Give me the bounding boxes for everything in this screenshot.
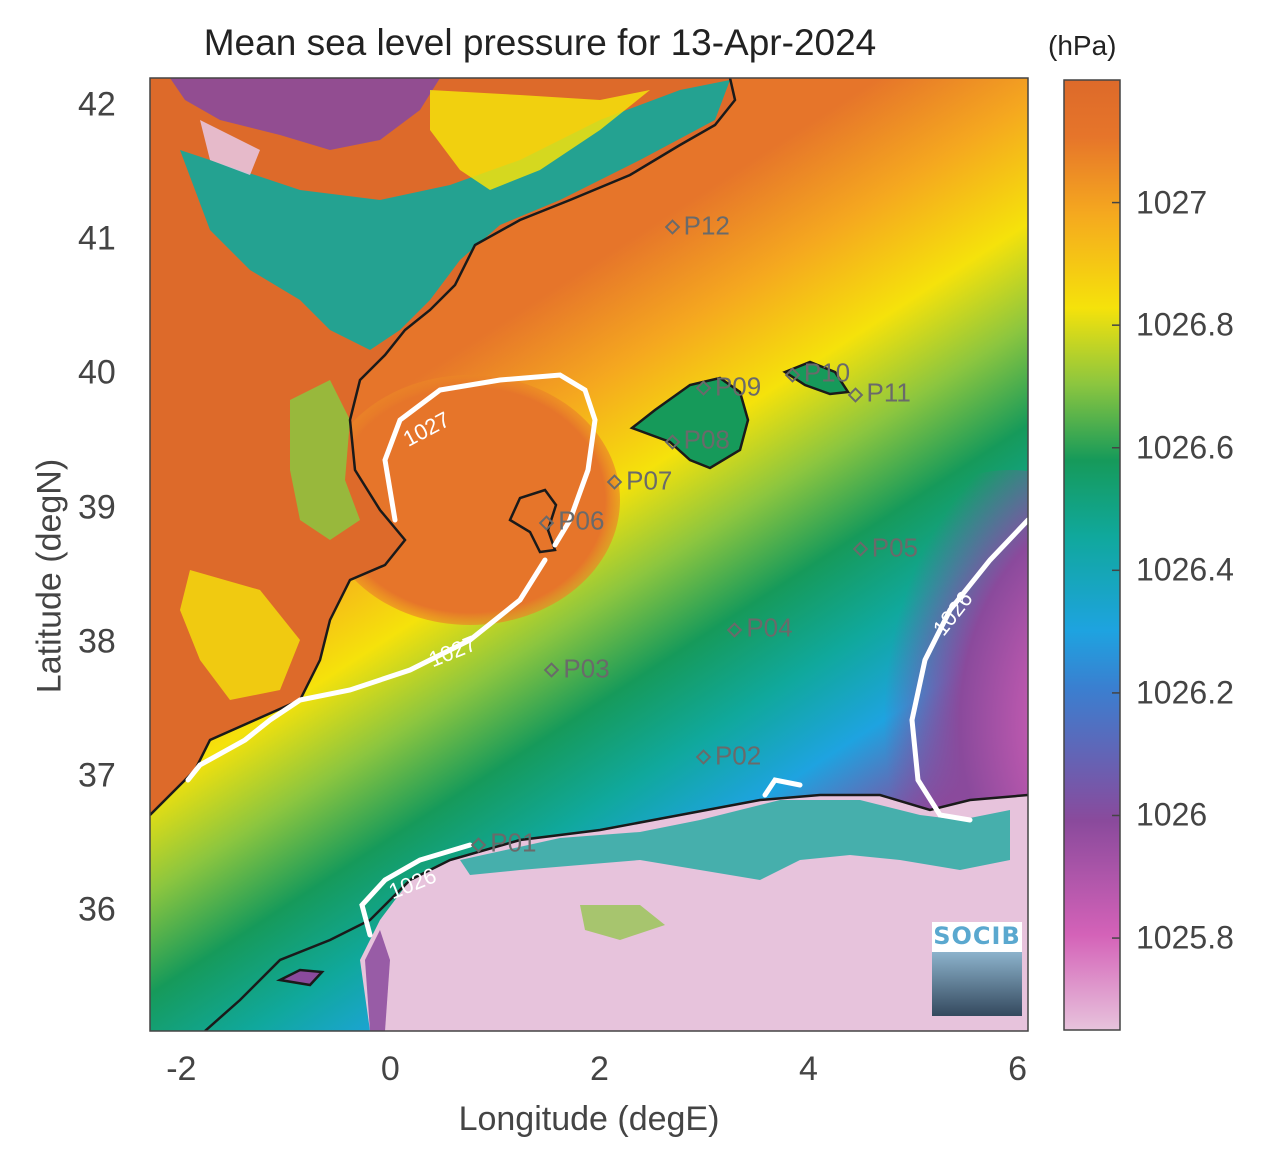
station-p04[interactable]: P04 [727, 612, 793, 644]
colorbar-tick-label: 1026.6 [1136, 429, 1234, 466]
station-label: P11 [866, 377, 911, 408]
coastlines [150, 78, 1028, 1031]
colorbar-tick-label: 1027 [1136, 184, 1208, 221]
colorbar-tick-label: 1026.2 [1136, 674, 1234, 711]
menorca-island [785, 362, 848, 394]
catalan-highlands-yellow [430, 90, 650, 190]
colorbar-tick-label: 1026 [1136, 796, 1208, 833]
isobar-1026-mid [762, 777, 803, 798]
diamond-marker-icon [606, 474, 623, 491]
station-label: P10 [803, 357, 851, 388]
station-label: P05 [871, 532, 919, 563]
station-label: P06 [558, 505, 605, 536]
colorbar-tick-label: 1026.4 [1136, 551, 1234, 588]
station-p08[interactable]: P08 [664, 424, 730, 456]
colorbar-unit: (hPa) [1048, 30, 1117, 61]
diamond-marker-icon [695, 380, 712, 397]
africa-west-purple [365, 930, 390, 1031]
station-label: P01 [490, 827, 537, 858]
isobar-1026-east [909, 517, 1028, 823]
africa-coastal-mountains [460, 800, 1010, 880]
socib-logo-text: SOCIB [933, 922, 1021, 950]
y-tick-label: 42 [78, 85, 116, 124]
diamond-marker-icon [695, 749, 712, 766]
socib-logo: SOCIB [932, 922, 1022, 1016]
station-p03[interactable]: P03 [544, 653, 610, 684]
diamond-marker-icon [470, 836, 487, 853]
x-tick-label: 2 [589, 1050, 609, 1088]
station-p12[interactable]: P12 [664, 210, 730, 241]
coastal-range-green [290, 380, 360, 540]
station-label: P03 [563, 653, 610, 684]
y-tick-label: 36 [78, 890, 116, 929]
y-tick-label: 40 [78, 353, 116, 392]
station-p05[interactable]: P05 [852, 532, 919, 563]
africa-inland-mountains [580, 905, 665, 940]
station-label: P09 [714, 371, 762, 402]
station-p01[interactable]: P01 [470, 827, 537, 859]
socib-logo-bg [932, 922, 1022, 952]
diamond-marker-icon [852, 541, 869, 558]
station-label: P07 [626, 465, 673, 496]
x-axis-label: Longitude (degE) [458, 1100, 720, 1138]
map-frame [149, 77, 1029, 1032]
station-p02[interactable]: P02 [695, 740, 762, 771]
isobar-1027-north [382, 372, 598, 548]
diamond-marker-icon [544, 662, 560, 678]
pyrenees-highlands [170, 78, 440, 150]
mallorca-island [632, 378, 748, 468]
y-tick-label: 39 [78, 488, 116, 527]
colorbar-tick-label: 1025.8 [1136, 919, 1234, 956]
diamond-marker-icon [784, 367, 801, 383]
isobars [185, 372, 1028, 938]
station-label: P12 [683, 210, 730, 241]
pyrenees-snow [200, 120, 260, 175]
diamond-marker-icon [847, 387, 863, 403]
socib-logo-wave [932, 950, 1022, 1016]
y-tick-label: 41 [78, 219, 116, 258]
diamond-marker-icon [664, 434, 680, 450]
colorbar-tick-marks [1112, 201, 1120, 939]
x-tick-label: 6 [1008, 1050, 1028, 1088]
diamond-marker-icon [664, 219, 680, 236]
y-tick-label: 38 [78, 622, 116, 661]
isobar-1026-south [359, 842, 473, 938]
station-p09[interactable]: P09 [695, 371, 762, 402]
station-p10[interactable]: P10 [784, 357, 851, 389]
diamond-marker-icon [727, 622, 743, 638]
colorbar-frame [1063, 79, 1121, 1031]
chart-title: Mean sea level pressure for 13-Apr-2024 [203, 22, 877, 63]
colorbar [1064, 80, 1120, 1030]
isobar-1027-south [185, 557, 548, 783]
x-tick-label: 4 [799, 1050, 818, 1088]
ibiza-island [510, 490, 556, 552]
station-p11[interactable]: P11 [847, 377, 911, 409]
diamond-marker-icon [538, 514, 555, 531]
x-tick-label: 0 [380, 1050, 400, 1088]
y-tick-label: 37 [78, 756, 116, 795]
station-p06[interactable]: P06 [538, 505, 605, 536]
colorbar-tick-label: 1026.8 [1136, 306, 1234, 343]
station-label: P08 [683, 424, 730, 455]
station-p07[interactable]: P07 [606, 465, 673, 496]
station-label: P02 [714, 740, 762, 771]
catalan-highlands [180, 80, 730, 350]
x-tick-label: -2 [166, 1050, 197, 1088]
station-label: P04 [746, 612, 793, 643]
southeast-highlands [180, 570, 300, 700]
